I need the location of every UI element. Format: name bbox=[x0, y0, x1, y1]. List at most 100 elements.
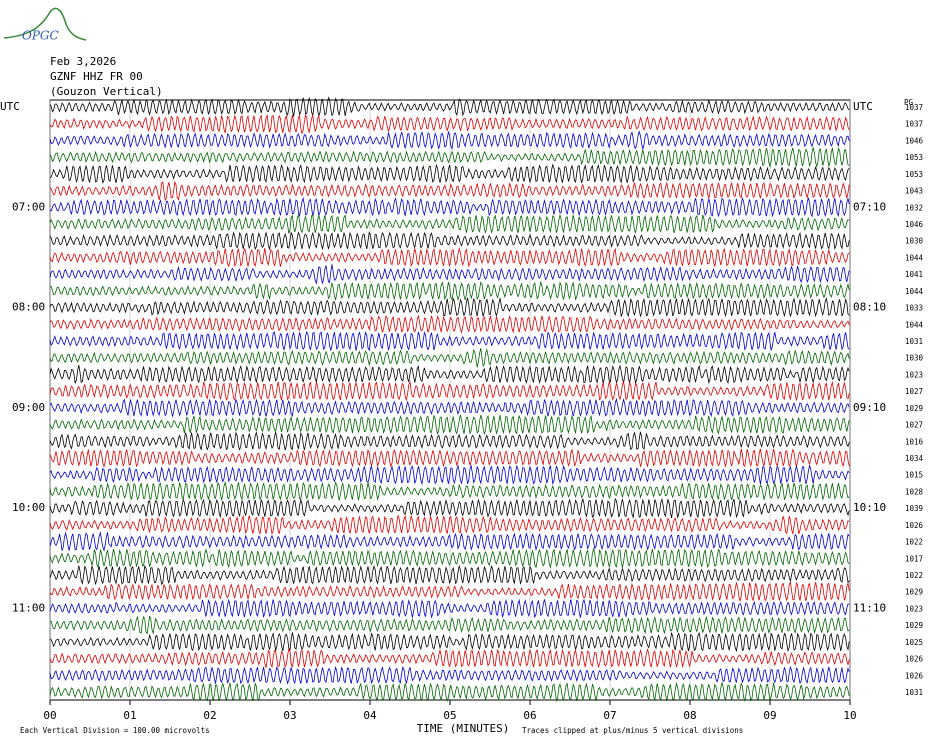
trace bbox=[49, 196, 850, 218]
trace bbox=[49, 615, 850, 635]
clip-note: Traces clipped at plus/minus 5 vertical … bbox=[522, 726, 743, 735]
location: (Gouzon Vertical) bbox=[50, 85, 163, 98]
right-time-label: 09:10 bbox=[853, 401, 886, 414]
x-tick-label: 05 bbox=[443, 709, 456, 722]
row-value: 1031 bbox=[905, 337, 923, 346]
left-time-label: 07:00 bbox=[12, 200, 45, 213]
row-value: 1023 bbox=[905, 370, 923, 379]
row-value: 1016 bbox=[905, 437, 924, 446]
row-value: 1022 bbox=[905, 571, 923, 580]
x-tick-label: 00 bbox=[43, 709, 56, 722]
row-value: 1046 bbox=[905, 220, 924, 229]
row-value: 1039 bbox=[905, 504, 923, 513]
trace bbox=[49, 130, 850, 151]
row-value: 1053 bbox=[905, 170, 923, 179]
trace bbox=[49, 348, 850, 368]
x-tick-label: 09 bbox=[763, 709, 776, 722]
x-tick-label: 03 bbox=[283, 709, 296, 722]
trace bbox=[49, 681, 850, 703]
row-value: 1022 bbox=[905, 538, 923, 547]
x-tick-label: 08 bbox=[683, 709, 696, 722]
row-value: 1032 bbox=[905, 203, 923, 212]
trace bbox=[49, 647, 850, 669]
right-time-label: UTC bbox=[853, 100, 873, 113]
trace bbox=[49, 480, 850, 502]
right-time-label: 08:10 bbox=[853, 301, 886, 314]
trace bbox=[49, 364, 850, 385]
trace bbox=[49, 665, 850, 685]
row-value: 1026 bbox=[905, 671, 924, 680]
row-value: 1030 bbox=[905, 354, 924, 363]
left-time-label: 11:00 bbox=[12, 601, 45, 614]
row-value: 1034 bbox=[905, 454, 924, 463]
trace bbox=[49, 264, 850, 285]
right-time-label: 07:10 bbox=[853, 200, 886, 213]
trace bbox=[49, 497, 850, 519]
trace bbox=[49, 581, 850, 603]
row-value: 1029 bbox=[905, 404, 923, 413]
trace bbox=[49, 231, 850, 251]
row-value: 1027 bbox=[905, 387, 923, 396]
date: Feb 3,2026 bbox=[50, 55, 116, 68]
row-value: 1029 bbox=[905, 588, 923, 597]
trace bbox=[49, 314, 850, 334]
row-value: 1043 bbox=[905, 187, 923, 196]
row-value: 1033 bbox=[905, 304, 923, 313]
trace bbox=[49, 247, 850, 268]
row-value: 1041 bbox=[905, 270, 923, 279]
row-value: 1046 bbox=[905, 136, 924, 145]
row-value: 1037 bbox=[905, 103, 923, 112]
trace bbox=[49, 564, 850, 586]
x-axis-title: TIME (MINUTES) bbox=[417, 722, 510, 735]
row-value: 1026 bbox=[905, 521, 924, 530]
right-header: PG bbox=[904, 98, 914, 107]
row-value: 1025 bbox=[905, 638, 923, 647]
x-tick-label: 06 bbox=[523, 709, 536, 722]
row-value: 1015 bbox=[905, 471, 923, 480]
row-value: 1026 bbox=[905, 655, 924, 664]
left-time-label: 10:00 bbox=[12, 501, 45, 514]
logo: OPGC bbox=[3, 7, 87, 43]
trace bbox=[49, 213, 850, 235]
trace bbox=[49, 531, 850, 552]
row-value: 1044 bbox=[905, 320, 924, 329]
x-tick-label: 01 bbox=[123, 709, 136, 722]
left-time-label: UTC bbox=[0, 100, 20, 113]
trace bbox=[49, 180, 850, 202]
trace bbox=[49, 514, 850, 535]
trace bbox=[49, 147, 850, 169]
trace bbox=[49, 631, 850, 653]
logo-text: OPGC bbox=[22, 29, 59, 43]
x-tick-label: 02 bbox=[203, 709, 216, 722]
trace bbox=[49, 297, 850, 318]
right-time-label: 10:10 bbox=[853, 501, 886, 514]
left-time-label: 09:00 bbox=[12, 401, 45, 414]
row-value: 1030 bbox=[905, 237, 924, 246]
row-value: 1023 bbox=[905, 604, 923, 613]
x-tick-label: 07 bbox=[603, 709, 616, 722]
trace bbox=[49, 163, 850, 184]
x-tick-label: 10 bbox=[843, 709, 856, 722]
trace bbox=[49, 113, 850, 135]
trace bbox=[49, 280, 850, 301]
trace bbox=[49, 380, 850, 402]
row-value: 1053 bbox=[905, 153, 923, 162]
left-time-label: 08:00 bbox=[12, 301, 45, 314]
trace bbox=[49, 431, 850, 451]
station: GZNF HHZ FR 00 bbox=[50, 70, 143, 83]
x-tick-label: 04 bbox=[363, 709, 377, 722]
row-value: 1044 bbox=[905, 287, 924, 296]
row-value: 1044 bbox=[905, 253, 924, 262]
row-value: 1027 bbox=[905, 421, 923, 430]
row-value: 1017 bbox=[905, 554, 923, 563]
trace bbox=[49, 397, 850, 418]
trace bbox=[49, 598, 850, 619]
trace bbox=[49, 330, 850, 352]
trace bbox=[49, 464, 850, 486]
trace bbox=[49, 414, 850, 435]
row-value: 1037 bbox=[905, 120, 923, 129]
scale-note: Each Vertical Division = 100.00 microvol… bbox=[20, 726, 210, 735]
row-value: 1029 bbox=[905, 621, 923, 630]
trace bbox=[49, 96, 850, 118]
